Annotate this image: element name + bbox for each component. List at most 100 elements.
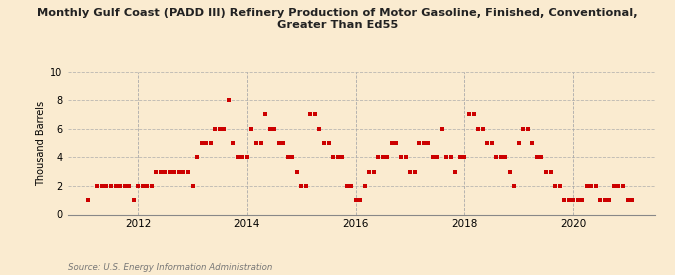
Point xyxy=(441,155,452,160)
Point xyxy=(178,169,189,174)
Point xyxy=(572,198,583,202)
Point xyxy=(418,141,429,145)
Point xyxy=(432,155,443,160)
Point xyxy=(450,169,461,174)
Point xyxy=(477,126,488,131)
Point xyxy=(359,184,370,188)
Point xyxy=(292,169,302,174)
Point xyxy=(232,155,243,160)
Point xyxy=(305,112,316,117)
Point xyxy=(137,184,148,188)
Point xyxy=(504,169,515,174)
Point xyxy=(563,198,574,202)
Point xyxy=(495,155,506,160)
Point xyxy=(296,184,306,188)
Point xyxy=(92,184,103,188)
Point xyxy=(509,184,520,188)
Point xyxy=(622,198,633,202)
Point xyxy=(581,184,592,188)
Point xyxy=(237,155,248,160)
Point xyxy=(527,141,538,145)
Point xyxy=(409,169,420,174)
Point xyxy=(577,198,588,202)
Point xyxy=(400,155,411,160)
Point xyxy=(273,141,284,145)
Point xyxy=(355,198,366,202)
Point xyxy=(559,198,570,202)
Point xyxy=(151,169,162,174)
Point xyxy=(387,141,398,145)
Point xyxy=(482,141,493,145)
Point xyxy=(549,184,560,188)
Point xyxy=(327,155,338,160)
Point xyxy=(518,126,529,131)
Point xyxy=(165,169,176,174)
Point xyxy=(250,141,261,145)
Point xyxy=(97,184,107,188)
Point xyxy=(423,141,433,145)
Point xyxy=(341,184,352,188)
Point xyxy=(472,126,483,131)
Point xyxy=(183,169,194,174)
Point xyxy=(210,126,221,131)
Point xyxy=(115,184,126,188)
Point xyxy=(105,184,116,188)
Point xyxy=(382,155,393,160)
Point xyxy=(586,184,597,188)
Point xyxy=(282,155,293,160)
Point xyxy=(133,184,144,188)
Point xyxy=(314,126,325,131)
Point xyxy=(300,184,311,188)
Y-axis label: Thousand Barrels: Thousand Barrels xyxy=(36,100,46,186)
Point xyxy=(373,155,384,160)
Point xyxy=(215,126,225,131)
Point xyxy=(310,112,321,117)
Point xyxy=(613,184,624,188)
Point xyxy=(146,184,157,188)
Point xyxy=(531,155,542,160)
Point xyxy=(169,169,180,174)
Point xyxy=(287,155,298,160)
Point xyxy=(260,112,271,117)
Point xyxy=(219,126,230,131)
Point xyxy=(522,126,533,131)
Point xyxy=(396,155,406,160)
Point xyxy=(332,155,343,160)
Point xyxy=(541,169,551,174)
Point xyxy=(459,155,470,160)
Point xyxy=(364,169,375,174)
Point xyxy=(155,169,166,174)
Point xyxy=(545,169,556,174)
Point xyxy=(264,126,275,131)
Point xyxy=(101,184,112,188)
Point xyxy=(323,141,334,145)
Point xyxy=(142,184,153,188)
Point xyxy=(454,155,465,160)
Point xyxy=(446,155,456,160)
Point xyxy=(269,126,279,131)
Point xyxy=(486,141,497,145)
Point xyxy=(491,155,502,160)
Point xyxy=(405,169,416,174)
Point xyxy=(187,184,198,188)
Point xyxy=(128,198,139,202)
Point xyxy=(255,141,266,145)
Point xyxy=(427,155,438,160)
Point xyxy=(350,198,361,202)
Point xyxy=(618,184,628,188)
Point xyxy=(83,198,94,202)
Point xyxy=(414,141,425,145)
Point xyxy=(599,198,610,202)
Point xyxy=(192,155,202,160)
Text: Source: U.S. Energy Information Administration: Source: U.S. Energy Information Administ… xyxy=(68,263,272,272)
Point xyxy=(626,198,637,202)
Point xyxy=(391,141,402,145)
Point xyxy=(205,141,216,145)
Point xyxy=(228,141,239,145)
Point xyxy=(246,126,257,131)
Point xyxy=(319,141,329,145)
Point xyxy=(173,169,184,174)
Point xyxy=(242,155,252,160)
Point xyxy=(604,198,615,202)
Point xyxy=(200,141,211,145)
